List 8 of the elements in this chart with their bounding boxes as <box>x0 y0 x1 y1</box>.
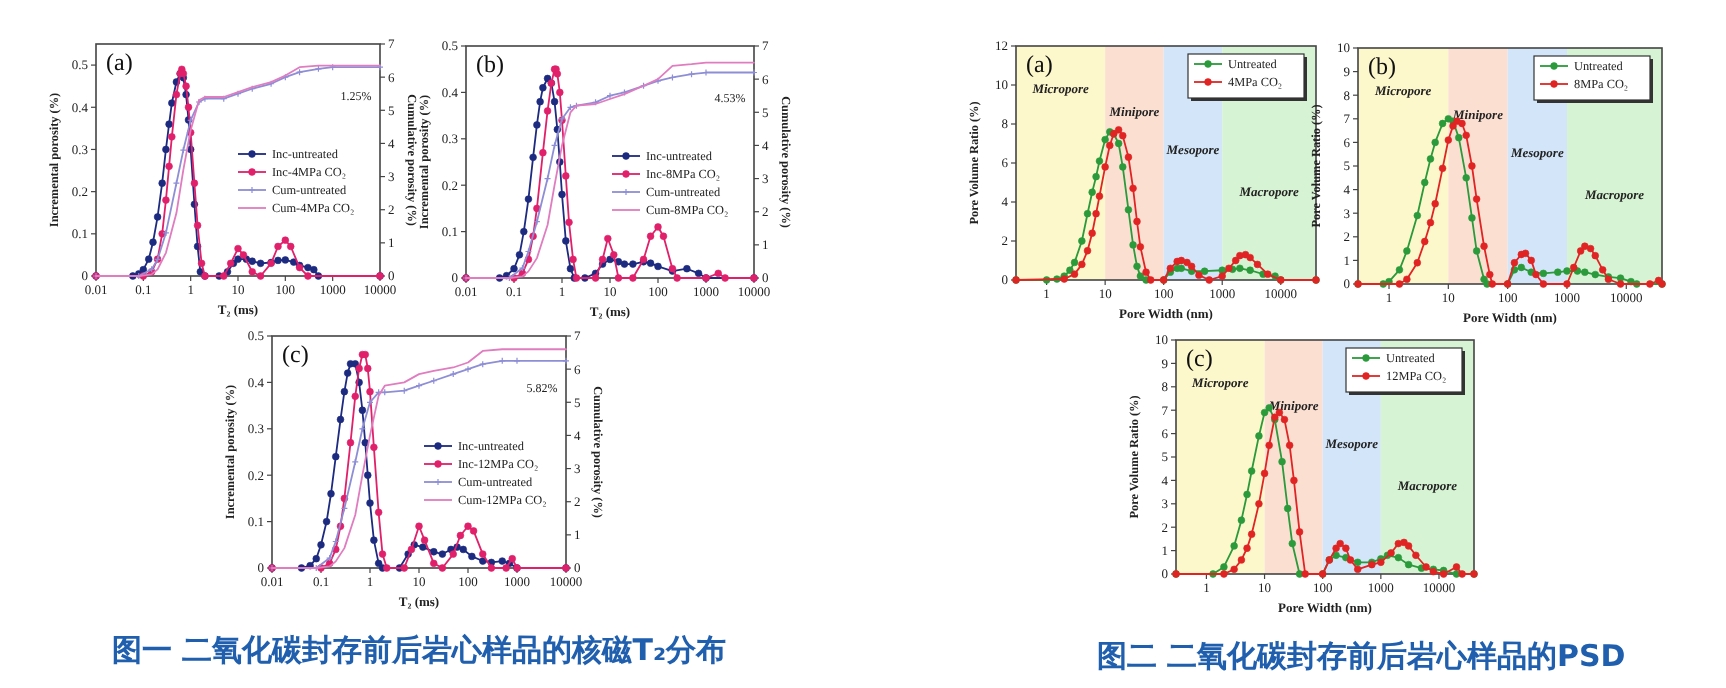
chart-title: (b) <box>476 50 504 78</box>
chart-title: (c) <box>282 340 309 368</box>
text: 图二 二氧化碳封存前后岩心样品的PSD <box>1096 638 1626 674</box>
chart-title: (c) <box>1186 344 1213 372</box>
chart-title: (a) <box>106 48 133 76</box>
text: 图一 二氧化碳封存前后岩心样品的核磁T₂分布 <box>111 632 727 668</box>
chart-title: (b) <box>1368 52 1396 80</box>
chart-title: (a) <box>1026 50 1053 78</box>
